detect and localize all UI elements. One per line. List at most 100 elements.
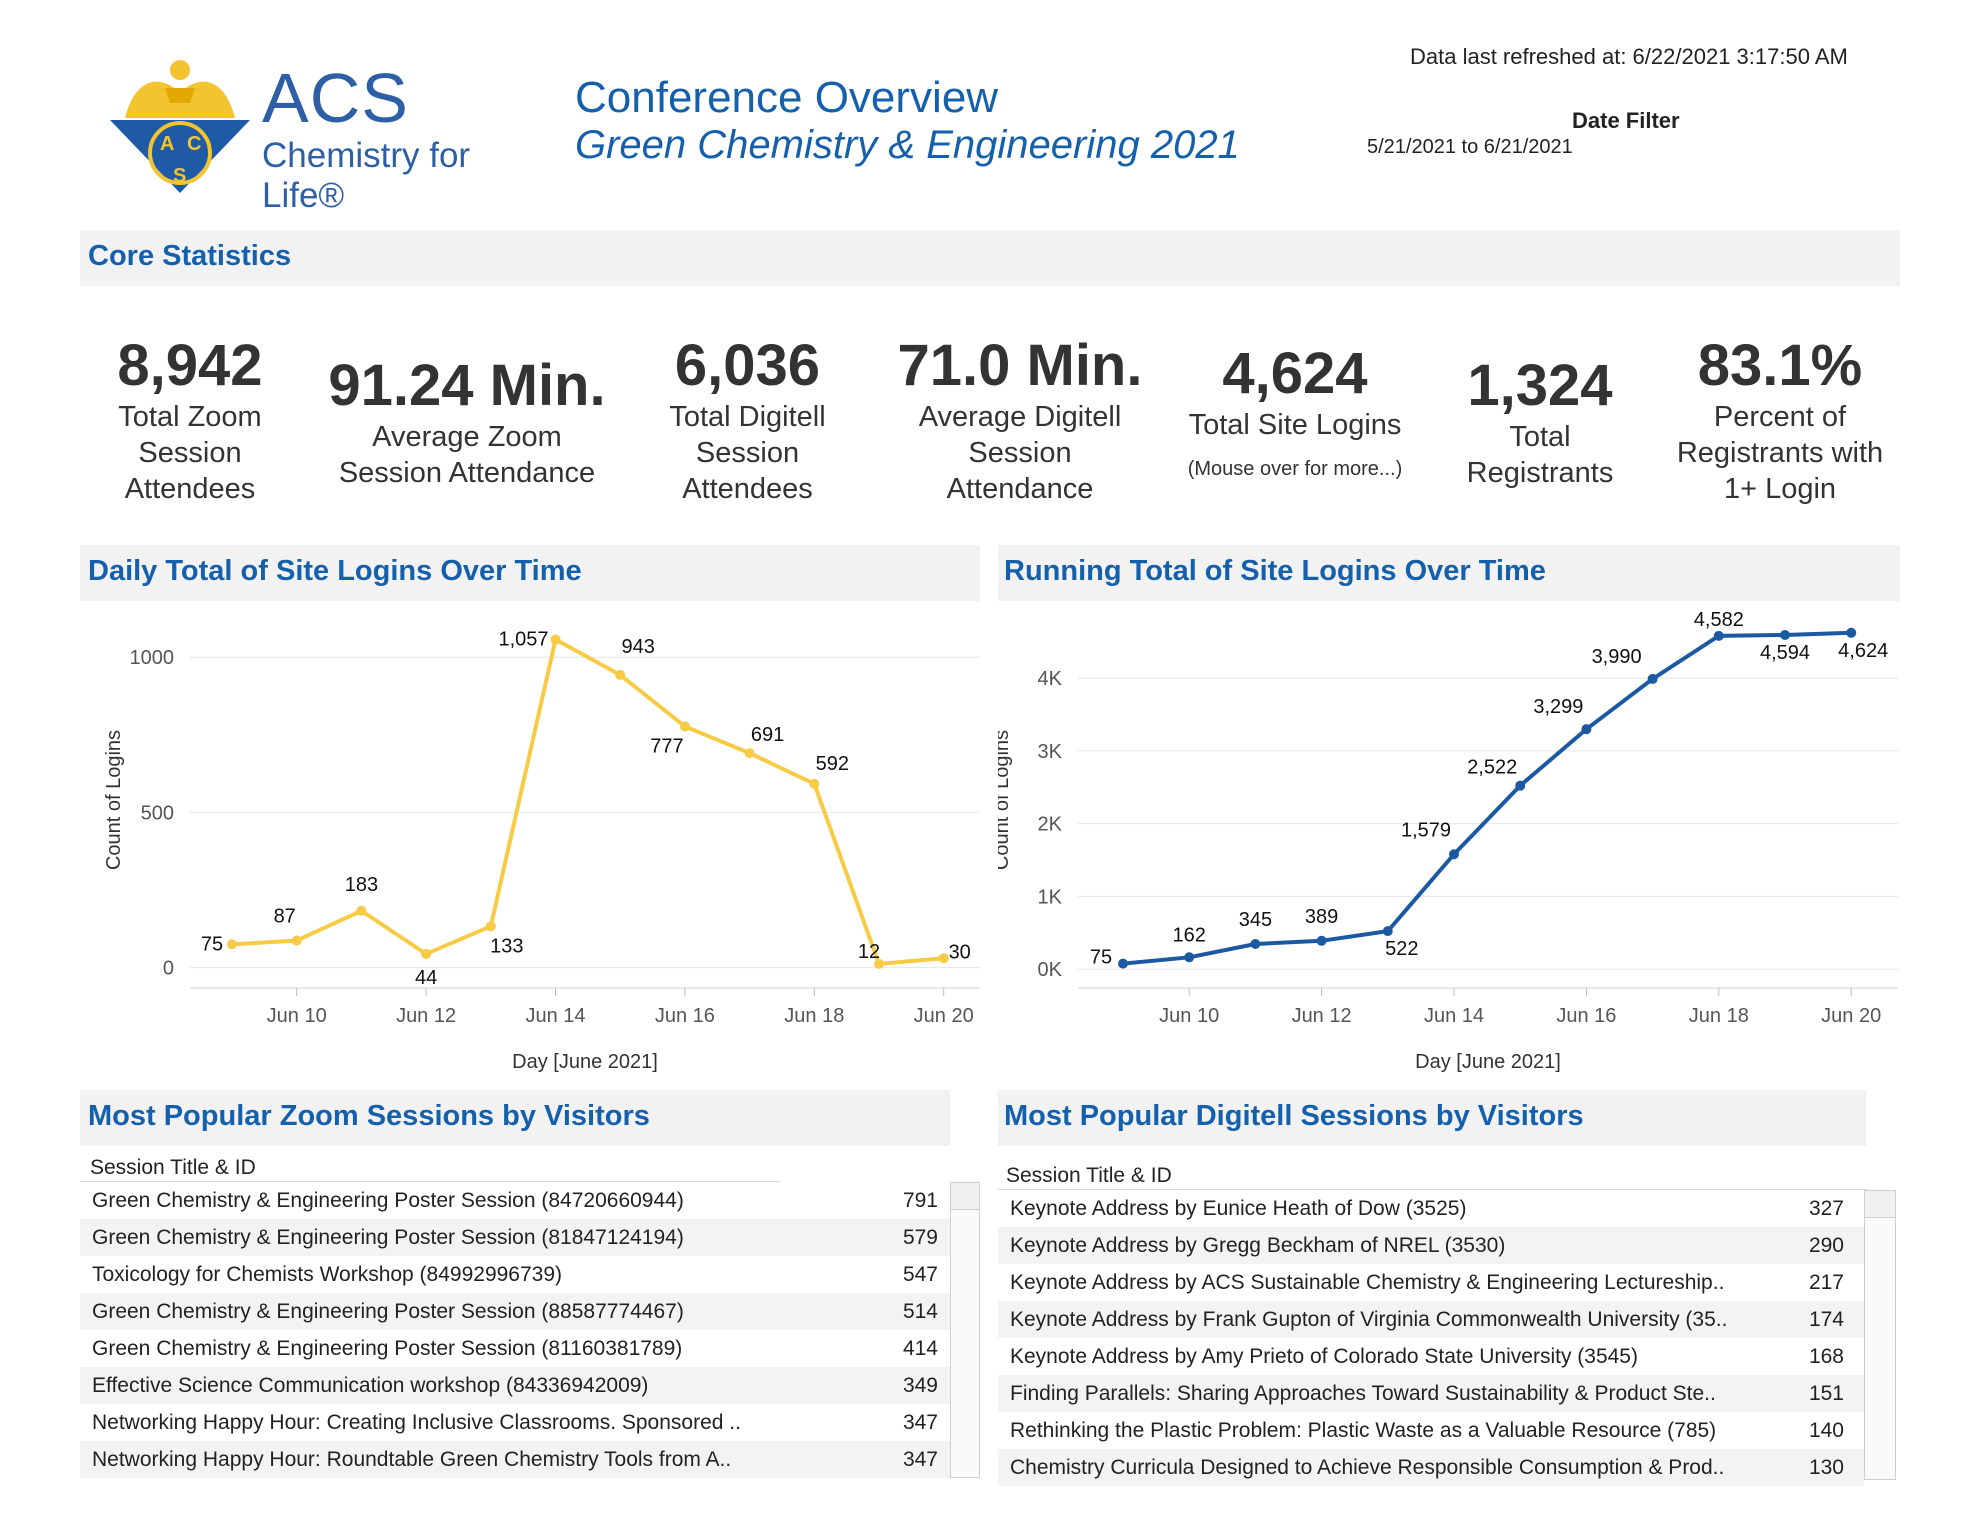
daily-data-point[interactable] <box>938 953 949 964</box>
daily-logins-chart[interactable]: 0 500 1000 Jun 10 Jun 12 Jun 14 Jun 16 Jun 18 Ju… <box>80 600 1000 1080</box>
visitor-count: 327 <box>1808 1197 1844 1220</box>
date-filter-value[interactable]: 5/21/2021 to 6/21/2021 <box>1367 136 1573 158</box>
table-row[interactable]: Chemistry Curricula Designed to Achieve … <box>998 1449 1864 1486</box>
stat-total-digitell-attendees: 6,036 Total Digitell Session Attendees <box>645 332 850 507</box>
stat-total-site-logins[interactable]: 4,624 Total Site Logins (Mouse over for … <box>1170 340 1420 487</box>
daily-data-point[interactable] <box>421 948 432 959</box>
x-tick-label: Jun 16 <box>655 1005 715 1027</box>
daily-data-point[interactable] <box>809 778 820 789</box>
running-data-label: 345 <box>1239 909 1272 931</box>
session-title: Green Chemistry & Engineering Poster Ses… <box>92 1337 683 1360</box>
daily-data-label: 777 <box>650 735 683 757</box>
page-title: Conference Overview <box>575 73 999 122</box>
table-row[interactable]: Networking Happy Hour: Creating Inclusiv… <box>80 1404 950 1441</box>
running-data-point[interactable] <box>1250 939 1261 949</box>
running-logins-title: Running Total of Site Logins Over Time <box>1004 555 1546 587</box>
running-data-point[interactable] <box>1846 627 1857 638</box>
table-row[interactable]: Green Chemistry & Engineering Poster Ses… <box>80 1219 950 1256</box>
running-data-point[interactable] <box>1449 849 1459 860</box>
stat-label-line1: Percent of <box>1713 401 1847 433</box>
zoom-table-column-header: Session Title & ID <box>90 1156 256 1179</box>
stat-label-line3: Attendance <box>946 473 1094 505</box>
session-title: Rethinking the Plastic Problem: Plastic … <box>1010 1419 1717 1442</box>
session-title: Networking Happy Hour: Creating Inclusiv… <box>92 1411 741 1434</box>
table-row[interactable]: Keynote Address by ACS Sustainable Chemi… <box>998 1264 1864 1301</box>
running-data-point[interactable] <box>1382 926 1393 937</box>
x-tick-label: Jun 18 <box>784 1005 844 1027</box>
stat-label-line3: Attendees <box>682 473 813 505</box>
session-title: Toxicology for Chemists Workshop (849929… <box>92 1263 563 1286</box>
digitell-table-scrollbar[interactable] <box>1864 1190 1896 1480</box>
daily-data-label: 1,057 <box>498 629 548 651</box>
date-filter-label: Date Filter <box>1572 108 1680 133</box>
daily-data-label: 12 <box>858 941 880 963</box>
stat-label-line1: Average Digitell <box>918 401 1122 433</box>
x-tick-label: Jun 12 <box>1292 1005 1352 1027</box>
daily-data-point[interactable] <box>291 935 302 946</box>
table-row[interactable]: Networking Happy Hour: Roundtable Green … <box>80 1441 950 1478</box>
running-data-point[interactable] <box>1581 724 1592 735</box>
daily-data-point[interactable] <box>679 721 690 732</box>
visitor-count: 217 <box>1808 1271 1844 1294</box>
running-data-label: 162 <box>1173 924 1206 946</box>
running-data-point[interactable] <box>1515 780 1526 791</box>
session-title: Effective Science Communication workshop… <box>92 1374 649 1397</box>
running-data-point[interactable] <box>1184 952 1195 963</box>
running-data-label: 389 <box>1305 906 1338 928</box>
stat-label-line1: Total Digitell <box>669 401 826 433</box>
table-row[interactable]: Keynote Address by Gregg Beckham of NREL… <box>998 1227 1864 1264</box>
table-row[interactable]: Green Chemistry & Engineering Poster Ses… <box>80 1330 950 1367</box>
daily-data-point[interactable] <box>356 905 367 916</box>
running-logins-chart[interactable]: 0K 1K 2K 3K 4K Jun 10 Jun 12 Jun 14 Jun 16 Jun 18… <box>998 600 1918 1080</box>
running-data-point[interactable] <box>1118 958 1128 969</box>
running-data-point[interactable] <box>1780 629 1790 640</box>
daily-data-point[interactable] <box>227 939 237 950</box>
page-subtitle: Green Chemistry & Engineering 2021 <box>575 123 1240 167</box>
scroll-thumb[interactable] <box>951 1183 979 1210</box>
digitell-sessions-header: Most Popular Digitell Sessions by Visito… <box>998 1090 1866 1146</box>
x-tick-label: Jun 20 <box>1821 1005 1881 1027</box>
logo-tagline: Chemistry for Life® <box>262 136 471 215</box>
visitor-count: 151 <box>1808 1382 1844 1405</box>
stat-percent-registrants-login: 83.1% Percent of Registrants with 1+ Log… <box>1660 332 1900 507</box>
session-title: Green Chemistry & Engineering Poster Ses… <box>92 1300 684 1323</box>
daily-data-point[interactable] <box>744 748 755 759</box>
visitor-count: 130 <box>1808 1456 1844 1479</box>
running-data-point[interactable] <box>1316 935 1327 946</box>
table-row[interactable]: Green Chemistry & Engineering Poster Ses… <box>80 1293 950 1330</box>
table-row[interactable]: Keynote Address by Eunice Heath of Dow (… <box>998 1190 1864 1227</box>
table-row[interactable]: Keynote Address by Amy Prieto of Colorad… <box>998 1338 1864 1375</box>
running-data-point[interactable] <box>1647 673 1658 684</box>
zoom-table-scrollbar[interactable] <box>950 1182 980 1478</box>
stat-label-line1: Total Zoom <box>118 401 262 433</box>
scroll-thumb[interactable] <box>1865 1191 1895 1218</box>
visitor-count: 349 <box>902 1374 938 1397</box>
table-row[interactable]: Keynote Address by Frank Gupton of Virgi… <box>998 1301 1864 1338</box>
table-row[interactable]: Rethinking the Plastic Problem: Plastic … <box>998 1412 1864 1449</box>
daily-data-point[interactable] <box>485 921 496 932</box>
daily-data-point[interactable] <box>615 669 626 680</box>
daily-series-line <box>231 637 944 966</box>
running-data-point[interactable] <box>1713 630 1724 641</box>
zoom-sessions-header: Most Popular Zoom Sessions by Visitors <box>80 1090 950 1146</box>
table-row[interactable]: Finding Parallels: Sharing Approaches To… <box>998 1375 1864 1412</box>
daily-data-point[interactable] <box>550 634 561 645</box>
x-tick-label: Jun 18 <box>1689 1005 1749 1027</box>
stat-label-line2: Session <box>968 437 1072 469</box>
stat-value: 8,942 <box>117 333 263 398</box>
x-tick-label: Jun 10 <box>1159 1005 1219 1027</box>
y-tick-label: 500 <box>141 802 174 824</box>
daily-data-point[interactable] <box>874 958 884 969</box>
session-title: Keynote Address by Frank Gupton of Virgi… <box>1010 1308 1728 1331</box>
x-axis-title: Day [June 2021] <box>1415 1051 1561 1073</box>
table-row[interactable]: Toxicology for Chemists Workshop (849929… <box>80 1256 950 1293</box>
table-row[interactable]: Green Chemistry & Engineering Poster Ses… <box>80 1182 950 1219</box>
stat-value: 83.1% <box>1697 333 1863 398</box>
visitor-count: 174 <box>1808 1308 1844 1331</box>
digitell-sessions-title: Most Popular Digitell Sessions by Visito… <box>1004 1100 1584 1132</box>
running-data-label: 4,594 <box>1760 642 1810 664</box>
table-row[interactable]: Effective Science Communication workshop… <box>80 1367 950 1404</box>
daily-logins-header: Daily Total of Site Logins Over Time <box>80 545 980 601</box>
y-tick-label: 0 <box>163 958 174 980</box>
stat-value: 1,324 <box>1467 353 1613 418</box>
